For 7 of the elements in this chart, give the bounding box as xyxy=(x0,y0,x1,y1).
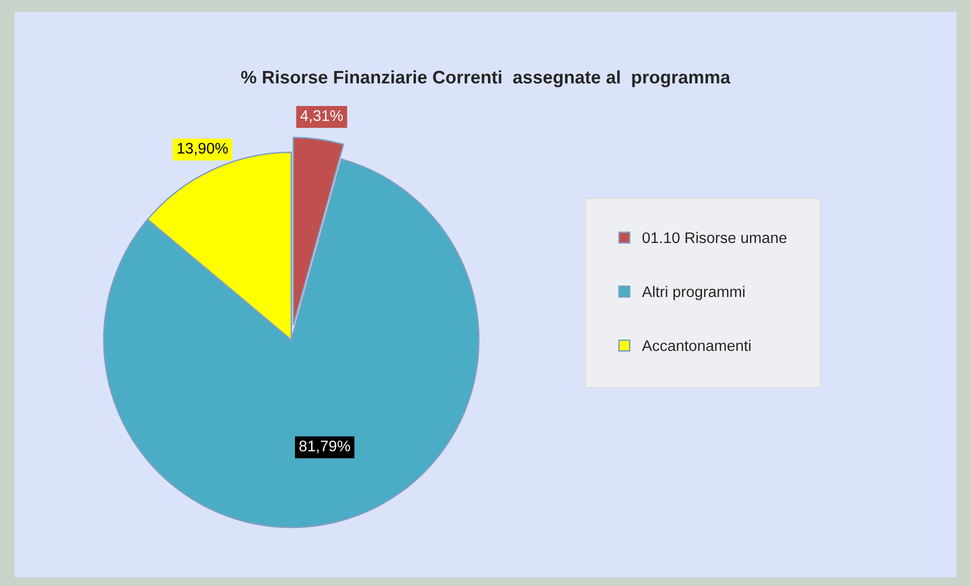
legend-label: Altri programmi xyxy=(642,286,744,300)
chart-title: % Risorse Finanziarie Correnti assegnate al programma xyxy=(241,70,730,88)
data-label: 13,90% xyxy=(178,142,228,156)
data-label: 4,31% xyxy=(300,110,343,123)
data-label: 81,79% xyxy=(299,440,350,454)
legend-label: Accantonamenti xyxy=(642,340,750,352)
legend-label: 01.10 Risorse umane xyxy=(642,232,786,244)
